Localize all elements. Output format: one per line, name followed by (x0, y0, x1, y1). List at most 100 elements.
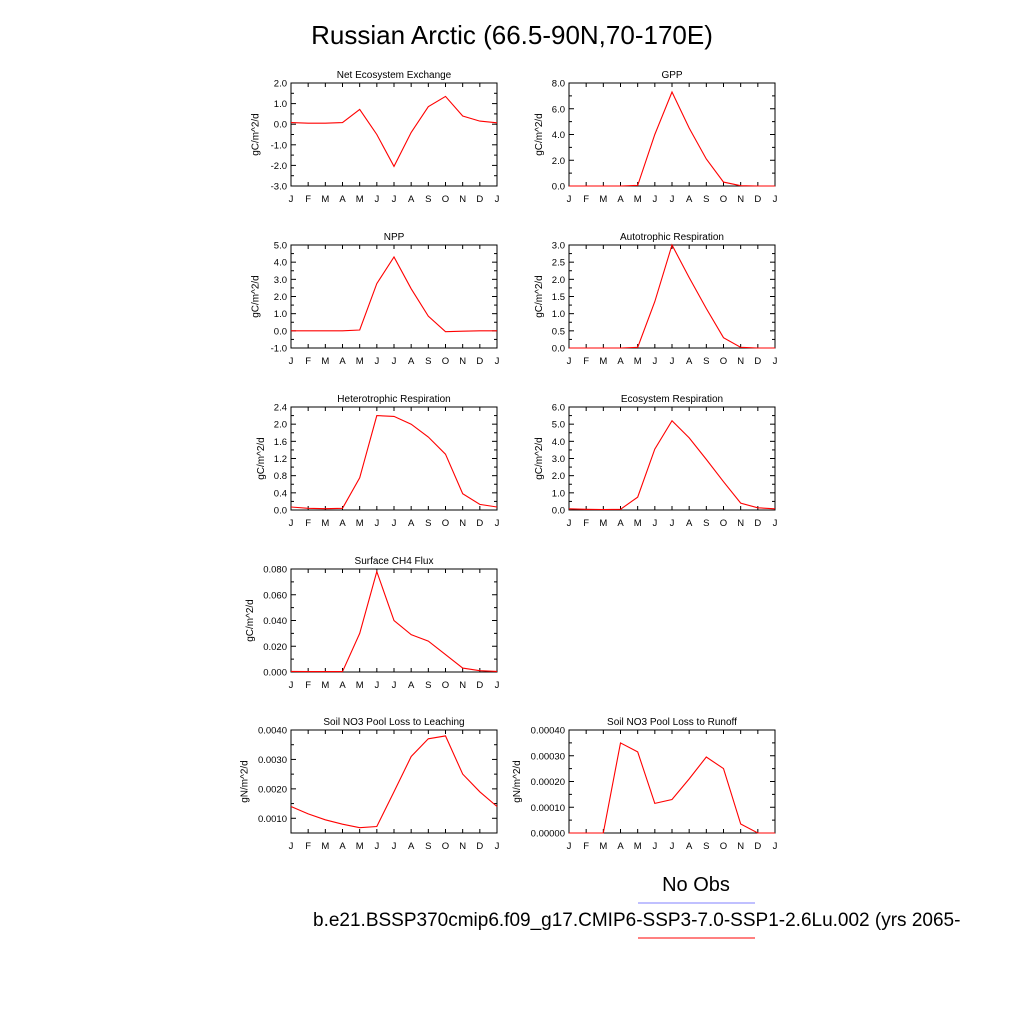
x-tick-label: A (339, 680, 346, 691)
x-tick-label: J (374, 841, 379, 852)
x-tick-label: A (339, 518, 346, 529)
y-tick-label: 0.060 (263, 590, 287, 601)
y-tick-label: 0.8 (274, 471, 287, 482)
x-tick-label: M (634, 356, 642, 367)
x-tick-label: M (599, 518, 607, 529)
x-tick-label: J (670, 518, 675, 529)
x-tick-label: M (321, 680, 329, 691)
x-tick-label: S (425, 356, 431, 367)
y-axis-label: gN/m^2/d (239, 760, 250, 803)
x-tick-label: J (392, 356, 397, 367)
panel-title: Soil NO3 Pool Loss to Runoff (607, 717, 737, 728)
x-tick-label: A (686, 518, 693, 529)
x-tick-label: J (773, 518, 778, 529)
x-tick-label: J (289, 356, 294, 367)
x-tick-label: N (737, 518, 744, 529)
y-tick-label: 0.040 (263, 616, 287, 627)
x-tick-label: J (289, 841, 294, 852)
x-tick-label: J (652, 841, 657, 852)
x-tick-label: M (356, 356, 364, 367)
series-line (569, 742, 775, 834)
series-line (290, 415, 498, 510)
y-tick-label: 0.0010 (258, 814, 287, 825)
y-tick-label: 2.0 (552, 275, 565, 286)
x-tick-label: N (737, 356, 744, 367)
y-tick-label: 4.0 (274, 258, 287, 269)
x-tick-label: M (634, 841, 642, 852)
x-tick-label: O (442, 841, 449, 852)
series-line (290, 95, 498, 168)
y-tick-label: 6.0 (552, 403, 565, 414)
x-tick-label: M (321, 356, 329, 367)
series-line (291, 255, 497, 333)
x-tick-label: F (583, 841, 589, 852)
y-axis-label: gC/m^2/d (534, 113, 545, 156)
legend: No Obs b.e21.BSSP370cmip6.f09_g17.CMIP6-… (313, 874, 960, 939)
x-tick-label: S (425, 841, 431, 852)
x-tick-label: A (408, 680, 415, 691)
y-tick-label: 0.00020 (531, 777, 565, 788)
x-tick-label: M (599, 356, 607, 367)
x-tick-label: J (392, 680, 397, 691)
x-tick-label: J (670, 841, 675, 852)
y-tick-label: -1.0 (271, 140, 287, 151)
x-tick-label: M (321, 194, 329, 205)
x-tick-label: O (442, 356, 449, 367)
y-tick-label: 5.0 (274, 241, 287, 252)
x-tick-label: N (459, 356, 466, 367)
panel-title: NPP (384, 232, 405, 243)
y-tick-label: 8.0 (552, 79, 565, 90)
x-tick-label: M (356, 841, 364, 852)
y-axis-label: gC/m^2/d (256, 437, 267, 480)
y-tick-label: 0.4 (274, 488, 287, 499)
x-tick-label: A (339, 841, 346, 852)
plot-frame (568, 82, 776, 187)
x-tick-label: D (476, 356, 483, 367)
x-tick-label: J (495, 356, 500, 367)
x-tick-label: J (652, 194, 657, 205)
x-tick-label: A (408, 194, 415, 205)
x-tick-label: S (425, 518, 431, 529)
y-tick-label: 0.00030 (531, 751, 565, 762)
y-axis-label: gC/m^2/d (245, 599, 256, 642)
x-tick-label: A (617, 194, 624, 205)
y-axis-label: gC/m^2/d (534, 437, 545, 480)
y-tick-label: 0.0 (552, 182, 565, 193)
plot-frame (290, 729, 498, 834)
x-tick-label: J (374, 680, 379, 691)
y-tick-label: 3.0 (274, 275, 287, 286)
x-tick-label: M (599, 841, 607, 852)
y-tick-label: 5.0 (552, 420, 565, 431)
x-tick-label: A (686, 194, 693, 205)
x-tick-label: S (425, 194, 431, 205)
x-tick-label: M (356, 518, 364, 529)
x-tick-label: A (408, 841, 415, 852)
series-line (568, 419, 776, 511)
x-tick-label: J (374, 356, 379, 367)
x-tick-label: J (652, 356, 657, 367)
y-tick-label: -2.0 (271, 161, 287, 172)
x-tick-label: D (754, 841, 761, 852)
y-tick-label: 2.5 (552, 258, 565, 269)
x-tick-label: M (634, 194, 642, 205)
y-tick-label: 0.00000 (531, 829, 565, 840)
panel-title: GPP (661, 70, 682, 81)
plot-frame (568, 244, 776, 349)
x-tick-label: J (773, 194, 778, 205)
y-axis-label: gC/m^2/d (251, 113, 262, 156)
x-tick-label: J (670, 194, 675, 205)
y-tick-label: 0.0 (274, 506, 287, 517)
y-tick-label: 3.0 (552, 454, 565, 465)
y-tick-label: 0.00010 (531, 803, 565, 814)
x-tick-label: F (583, 194, 589, 205)
x-tick-label: M (321, 518, 329, 529)
y-tick-label: 0.0 (552, 506, 565, 517)
x-tick-label: J (392, 194, 397, 205)
x-tick-label: D (754, 194, 761, 205)
y-tick-label: 0.0 (552, 344, 565, 355)
y-axis-label: gC/m^2/d (534, 275, 545, 318)
